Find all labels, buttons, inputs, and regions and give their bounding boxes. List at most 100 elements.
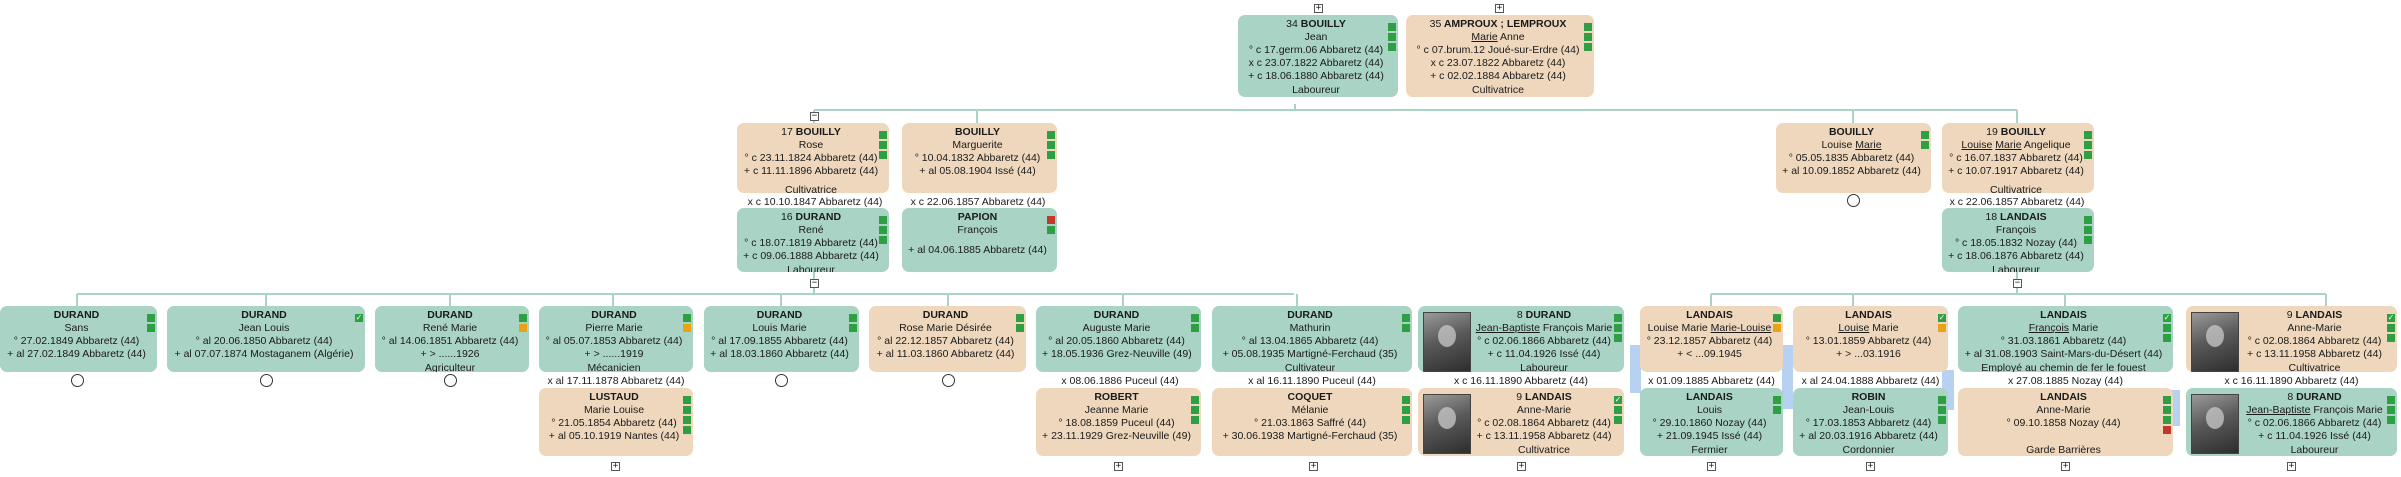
occupation: Mécanicien	[587, 362, 641, 372]
collapse-toggle-17[interactable]: −	[810, 111, 819, 121]
birth-event: ° c 17.germ.06 Abbaretz (44)	[1248, 44, 1384, 56]
birth-event: ° c 18.05.1832 Nozay (44)	[1954, 237, 2078, 249]
source-marks	[1938, 396, 1946, 426]
person-card-marie-louise-lustaud[interactable]: LUSTAUD Marie Louise ° 21.05.1854 Abbare…	[539, 388, 693, 456]
expand-toggle-durand-landais-8-9[interactable]: +	[1517, 461, 1526, 471]
person-card-francois-marie-landais[interactable]: LANDAIS François Marie ° 31.03.1861 Abba…	[1958, 306, 2173, 372]
birth-event: ° c 07.brum.12 Joué-sur-Erdre (44)	[1416, 44, 1580, 56]
source-marks	[2163, 396, 2171, 436]
occupation: Cordonnier	[1842, 444, 1895, 456]
person-card-louise-marie-landais-2[interactable]: LANDAIS Louise Marie ° 13.01.1859 Abbare…	[1793, 306, 1948, 372]
source-marks: ✓	[2387, 314, 2395, 344]
birth-event: ° 10.04.1832 Abbaretz (44)	[914, 152, 1041, 164]
expand-toggle-35[interactable]: +	[1495, 3, 1504, 13]
expand-toggle-durand-robert[interactable]: +	[1114, 461, 1123, 471]
person-photo[interactable]	[2191, 394, 2239, 454]
expand-toggle-durand-lustaud[interactable]: +	[611, 461, 620, 471]
person-card-19-louise-marie-angelique-bouilly[interactable]: 19 BOUILLY Louise Marie Angelique ° c 16…	[1942, 123, 2094, 193]
person-photo[interactable]	[1423, 394, 1471, 454]
person-card-louise-marie-landais[interactable]: LANDAIS Louise Marie Marie-Louise ° 23.1…	[1640, 306, 1783, 372]
person-card-18-francois-landais[interactable]: 18 LANDAIS François ° c 18.05.1832 Nozay…	[1942, 208, 2094, 272]
expand-toggle-robin-landais[interactable]: +	[1866, 461, 1875, 471]
birth-event: ° 09.10.1858 Nozay (44)	[2006, 417, 2121, 429]
person-card-anne-marie-landais-garde[interactable]: LANDAIS Anne-Marie ° 09.10.1858 Nozay (4…	[1958, 388, 2173, 456]
death-event: + al 31.08.1903 Saint-Mars-du-Désert (44…	[1964, 348, 2163, 360]
occupation: Laboureur	[1520, 362, 1568, 372]
person-name: 8 DURAND	[1516, 309, 1572, 321]
occupation: Agriculteur	[424, 362, 476, 372]
birth-event: ° c 18.07.1819 Abbaretz (44)	[744, 237, 878, 249]
person-name: DURAND	[1093, 309, 1140, 321]
person-firstname: François	[1995, 224, 2037, 236]
death-event: + c 11.04.1926 Issé (44)	[1487, 348, 1601, 360]
person-card-16-rene-durand[interactable]: 16 DURAND René ° c 18.07.1819 Abbaretz (…	[737, 208, 889, 272]
expand-toggle-landais-durand-9-8[interactable]: +	[2287, 461, 2296, 471]
person-name: LUSTAUD	[589, 391, 639, 403]
person-name: COQUET	[1287, 391, 1333, 403]
person-name: 18 LANDAIS	[1985, 211, 2047, 223]
birth-event: ° c 02.08.1864 Abbaretz (44)	[1477, 417, 1611, 429]
source-marks: ✓	[1614, 396, 1622, 426]
birth-event: ° 27.02.1849 Abbaretz (44)	[13, 335, 140, 347]
marriage-label: x 08.06.1886 Puceul (44)	[1061, 375, 1179, 387]
occupation: Fermier	[1691, 444, 1728, 456]
collapse-toggle-18[interactable]: −	[2013, 278, 2022, 288]
person-card-17-rose-bouilly[interactable]: 17 BOUILLY Rose ° c 23.11.1824 Abbaretz …	[737, 123, 889, 193]
person-firstname: René	[798, 224, 824, 236]
person-card-marguerite-bouilly[interactable]: BOUILLY Marguerite ° 10.04.1832 Abbaretz…	[902, 123, 1057, 193]
person-card-mathurin-durand[interactable]: DURAND Mathurin ° al 13.04.1865 Abbaretz…	[1212, 306, 1412, 372]
occupation: Laboureur	[1992, 264, 2040, 272]
person-card-sans-durand[interactable]: DURAND Sans ° 27.02.1849 Abbaretz (44) +…	[0, 306, 157, 372]
collapse-toggle-16[interactable]: −	[810, 278, 819, 288]
birth-event: ° c 16.07.1837 Abbaretz (44)	[1949, 152, 2083, 164]
marriage-label: x c 16.11.1890 Abbaretz (44)	[2224, 375, 2359, 387]
birth-event: ° c 02.06.1866 Abbaretz (44)	[2247, 417, 2382, 429]
person-photo[interactable]	[1423, 312, 1471, 372]
person-firstname: Rose	[798, 139, 824, 151]
person-card-louise-marie-bouilly[interactable]: BOUILLY Louise Marie ° 05.05.1835 Abbare…	[1776, 123, 1931, 193]
source-marks	[879, 131, 887, 161]
person-card-melanie-coquet[interactable]: COQUET Mélanie ° 21.03.1863 Saffré (44) …	[1212, 388, 1412, 456]
source-marks	[683, 396, 691, 436]
person-card-jeanne-marie-robert[interactable]: ROBERT Jeanne Marie ° 18.08.1859 Puceul …	[1036, 388, 1201, 456]
person-card-rose-marie-desiree-durand[interactable]: DURAND Rose Marie Désirée ° al 22.12.185…	[869, 306, 1026, 372]
person-card-8-jean-baptiste-durand-spouse[interactable]: 8 DURAND Jean-Baptiste François Marie ° …	[2186, 388, 2397, 456]
death-event: + 30.06.1938 Martigné-Ferchaud (35)	[1222, 430, 1398, 442]
person-card-rene-marie-durand[interactable]: DURAND René Marie ° al 14.06.1851 Abbare…	[375, 306, 529, 372]
occupation: Cultivatrice	[785, 184, 837, 193]
person-card-jean-louis-robin[interactable]: ROBIN Jean-Louis ° 17.03.1853 Abbaretz (…	[1793, 388, 1948, 456]
person-name: ROBERT	[1094, 391, 1139, 403]
source-marks	[519, 314, 527, 334]
occupation: Laboureur	[787, 264, 835, 272]
person-card-louis-landais[interactable]: LANDAIS Louis ° 29.10.1860 Nozay (44) + …	[1640, 388, 1783, 456]
birth-event: ° 21.05.1854 Abbaretz (44)	[551, 417, 677, 429]
person-card-9-anne-marie-landais[interactable]: 9 LANDAIS Anne-Marie ° c 02.08.1864 Abba…	[2186, 306, 2397, 372]
person-card-pierre-marie-durand[interactable]: DURAND Pierre Marie ° al 05.07.1853 Abba…	[539, 306, 693, 372]
person-card-jean-louis-durand[interactable]: DURAND Jean Louis ° al 20.06.1850 Abbare…	[167, 306, 365, 372]
person-firstname: Marie Louise	[583, 404, 645, 416]
marriage-label: x c 16.11.1890 Abbaretz (44)	[1453, 375, 1589, 387]
expand-toggle-34[interactable]: +	[1314, 3, 1323, 13]
no-descendants-marker	[444, 374, 457, 387]
birth-event: ° al 13.04.1865 Abbaretz (44)	[1241, 335, 1379, 347]
person-firstname: Jean-Louis	[1842, 404, 1895, 416]
source-marks: ✓	[1938, 314, 1946, 334]
expand-toggle-durand-coquet[interactable]: +	[1309, 461, 1318, 471]
person-name: LANDAIS	[1686, 391, 1733, 403]
person-card-35-marie-anne-amproux[interactable]: 35 AMPROUX ; LEMPROUX Marie Anne ° c 07.…	[1406, 15, 1594, 97]
person-card-auguste-marie-durand[interactable]: DURAND Auguste Marie ° al 20.05.1860 Abb…	[1036, 306, 1201, 372]
death-event: + c 18.06.1876 Abbaretz (44)	[1948, 250, 2084, 262]
expand-toggle-landais-landais[interactable]: +	[1707, 461, 1716, 471]
person-firstname: Anne-Marie	[2287, 322, 2342, 334]
person-card-34-jean-bouilly[interactable]: 34 BOUILLY Jean ° c 17.germ.06 Abbaretz …	[1238, 15, 1398, 97]
person-card-8-jean-baptiste-durand[interactable]: 8 DURAND Jean-Baptiste François Marie ° …	[1418, 306, 1624, 372]
person-name: ROBIN	[1851, 391, 1886, 403]
source-marks	[1921, 131, 1929, 151]
person-card-francois-papion[interactable]: PAPION François + al 04.06.1885 Abbaretz…	[902, 208, 1057, 272]
person-card-louis-marie-durand[interactable]: DURAND Louis Marie ° al 17.09.1855 Abbar…	[704, 306, 859, 372]
birth-event: ° 31.03.1861 Abbaretz (44)	[2000, 335, 2127, 347]
expand-toggle-landais-garde[interactable]: +	[2061, 461, 2070, 471]
person-photo[interactable]	[2191, 312, 2239, 372]
person-card-9-anne-marie-landais-spouse[interactable]: 9 LANDAIS Anne-Marie ° c 02.08.1864 Abba…	[1418, 388, 1624, 456]
person-firstname: Anne-Marie	[2036, 404, 2091, 416]
